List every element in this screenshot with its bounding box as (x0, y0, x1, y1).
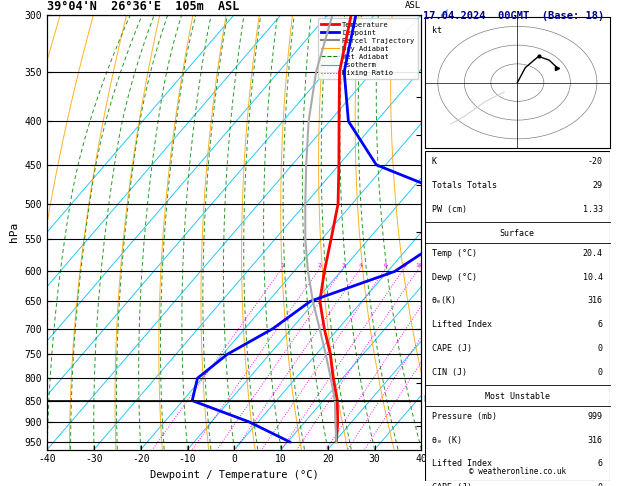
Text: 316: 316 (587, 435, 603, 445)
Text: Dewp (°C): Dewp (°C) (432, 273, 477, 282)
Text: CAPE (J): CAPE (J) (432, 483, 472, 486)
X-axis label: Dewpoint / Temperature (°C): Dewpoint / Temperature (°C) (150, 470, 319, 480)
Text: Lifted Index: Lifted Index (432, 320, 492, 329)
Text: 10: 10 (415, 263, 423, 268)
Y-axis label: Mixing Ratio (g/kg): Mixing Ratio (g/kg) (467, 185, 476, 279)
Text: Surface: Surface (500, 228, 535, 238)
Text: LCL: LCL (423, 395, 437, 404)
Text: CIN (J): CIN (J) (432, 368, 467, 377)
Text: K: K (432, 157, 437, 166)
Text: 6: 6 (384, 263, 387, 268)
Legend: Temperature, Dewpoint, Parcel Trajectory, Dry Adiabat, Wet Adiabat, Isotherm, Mi: Temperature, Dewpoint, Parcel Trajectory… (318, 18, 418, 80)
Text: 10.4: 10.4 (582, 273, 603, 282)
Text: 1: 1 (280, 263, 284, 268)
Text: 1.33: 1.33 (582, 205, 603, 214)
Text: 6: 6 (598, 459, 603, 469)
Text: 0: 0 (598, 368, 603, 377)
Text: Pressure (mb): Pressure (mb) (432, 412, 497, 421)
Text: Lifted Index: Lifted Index (432, 459, 492, 469)
Text: 4: 4 (359, 263, 362, 268)
Text: 20.4: 20.4 (582, 249, 603, 258)
Text: 0: 0 (598, 483, 603, 486)
Text: 3: 3 (342, 263, 345, 268)
Text: 6: 6 (598, 320, 603, 329)
Text: θₑ(K): θₑ(K) (432, 296, 457, 306)
Text: PW (cm): PW (cm) (432, 205, 467, 214)
Text: 8: 8 (402, 263, 406, 268)
Text: km
ASL: km ASL (405, 0, 421, 10)
Text: 316: 316 (587, 296, 603, 306)
Y-axis label: hPa: hPa (9, 222, 19, 242)
Text: Totals Totals: Totals Totals (432, 181, 497, 190)
Text: 2: 2 (318, 263, 321, 268)
Text: θₑ (K): θₑ (K) (432, 435, 462, 445)
Text: Most Unstable: Most Unstable (485, 392, 550, 400)
Text: CAPE (J): CAPE (J) (432, 344, 472, 353)
Text: 999: 999 (587, 412, 603, 421)
Text: 39°04'N  26°36'E  105m  ASL: 39°04'N 26°36'E 105m ASL (47, 0, 240, 14)
Text: -20: -20 (587, 157, 603, 166)
FancyBboxPatch shape (425, 151, 610, 481)
Text: Temp (°C): Temp (°C) (432, 249, 477, 258)
Text: 0: 0 (598, 344, 603, 353)
Text: kt: kt (432, 26, 442, 35)
Text: 17.04.2024  00GMT  (Base: 18): 17.04.2024 00GMT (Base: 18) (423, 11, 604, 21)
Text: 29: 29 (593, 181, 603, 190)
Text: © weatheronline.co.uk: © weatheronline.co.uk (469, 467, 566, 476)
